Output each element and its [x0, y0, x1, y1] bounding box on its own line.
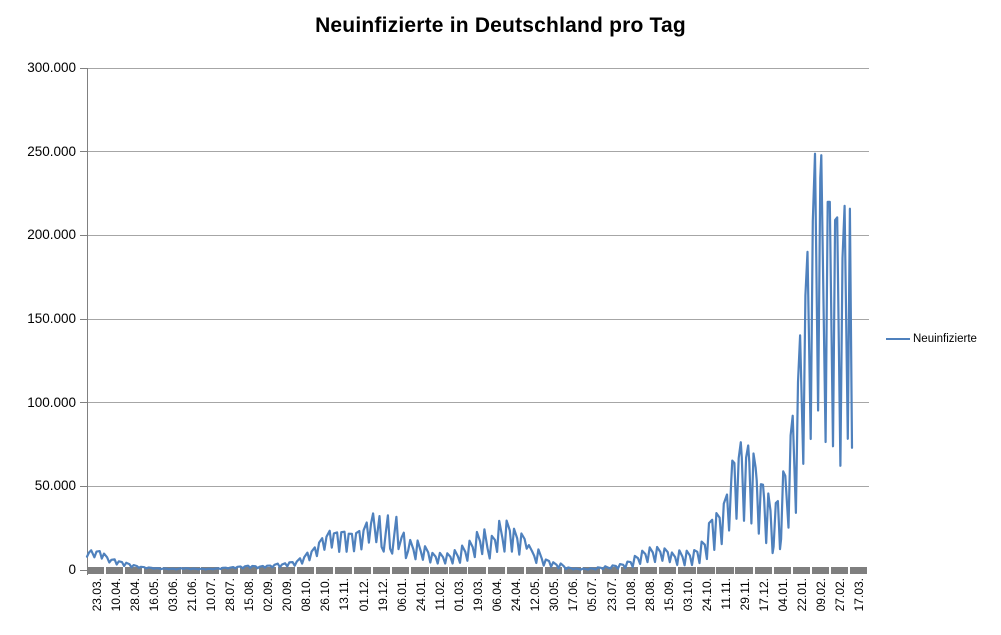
y-axis-tick: [80, 402, 87, 404]
y-axis-label: 0: [68, 562, 76, 577]
x-axis-segment: [430, 567, 448, 574]
x-axis-segment: [392, 567, 410, 574]
gridline: [87, 67, 869, 69]
x-axis-segment: [621, 567, 639, 574]
x-axis-segment: [239, 567, 257, 574]
legend-label: Neuinfizierte: [913, 333, 977, 345]
x-axis-segment: [678, 567, 696, 574]
x-axis-segment: [315, 567, 334, 574]
y-axis-tick: [80, 234, 87, 236]
x-axis-segment: [601, 567, 620, 574]
x-axis-segment: [754, 567, 772, 574]
x-axis-segment: [716, 567, 734, 574]
y-axis-label: 300.000: [27, 60, 76, 75]
x-axis-segment: [106, 567, 124, 574]
chart-title: Neuinfizierte in Deutschland pro Tag: [315, 14, 686, 37]
gridline: [87, 318, 869, 320]
x-axis-segment: [277, 567, 295, 574]
y-axis-line: [87, 68, 88, 575]
gridline: [87, 234, 869, 236]
x-axis-segment: [220, 567, 238, 574]
gridline: [87, 485, 869, 487]
x-axis-segment: [830, 567, 849, 574]
x-axis-segment: [773, 567, 791, 574]
x-axis-segment: [735, 567, 753, 574]
x-axis-segment: [449, 567, 467, 574]
x-axis-segment: [506, 567, 524, 574]
x-axis-segment: [792, 567, 810, 574]
y-axis-label: 150.000: [27, 311, 76, 326]
x-axis-segment: [373, 567, 391, 574]
x-axis-segment: [563, 567, 582, 574]
y-axis-tick: [80, 485, 87, 487]
y-axis-label: 100.000: [27, 394, 76, 410]
x-axis-segment: [182, 567, 200, 574]
x-axis-segment: [87, 567, 105, 574]
x-axis-segment: [334, 567, 353, 574]
y-axis-label: 200.000: [27, 227, 76, 243]
gridline: [87, 402, 869, 404]
x-axis-segment: [258, 567, 276, 574]
x-axis-segment: [296, 567, 315, 574]
x-axis-segment: [144, 567, 162, 574]
gridline: [87, 151, 869, 153]
x-axis-segment: [582, 567, 601, 574]
x-axis-segment: [544, 567, 563, 574]
x-axis-segment: [125, 567, 143, 574]
x-axis-segment: [201, 567, 219, 574]
y-axis-label: 250.000: [27, 143, 76, 159]
y-axis-tick: [80, 151, 87, 153]
x-axis-segment: [468, 567, 486, 574]
y-axis-tick: [80, 67, 87, 69]
legend: Neuinfizierte: [886, 333, 977, 345]
y-axis-tick: [80, 569, 87, 571]
y-axis-label: 50.000: [34, 478, 76, 494]
x-axis-segment: [487, 567, 505, 574]
legend-line-sample: [886, 338, 910, 340]
x-axis-segment: [697, 567, 715, 574]
y-axis-tick: [80, 318, 87, 320]
series-line-neuinfizierte: [85, 152, 854, 571]
x-axis-segment: [525, 567, 543, 574]
x-axis-segment: [811, 567, 830, 574]
x-axis-segment: [849, 567, 868, 574]
x-axis-segment: [163, 567, 181, 574]
x-axis-segment: [354, 567, 372, 574]
x-axis-segment: [411, 567, 429, 574]
x-axis-segment: [659, 567, 677, 574]
x-axis-segment: [640, 567, 658, 574]
